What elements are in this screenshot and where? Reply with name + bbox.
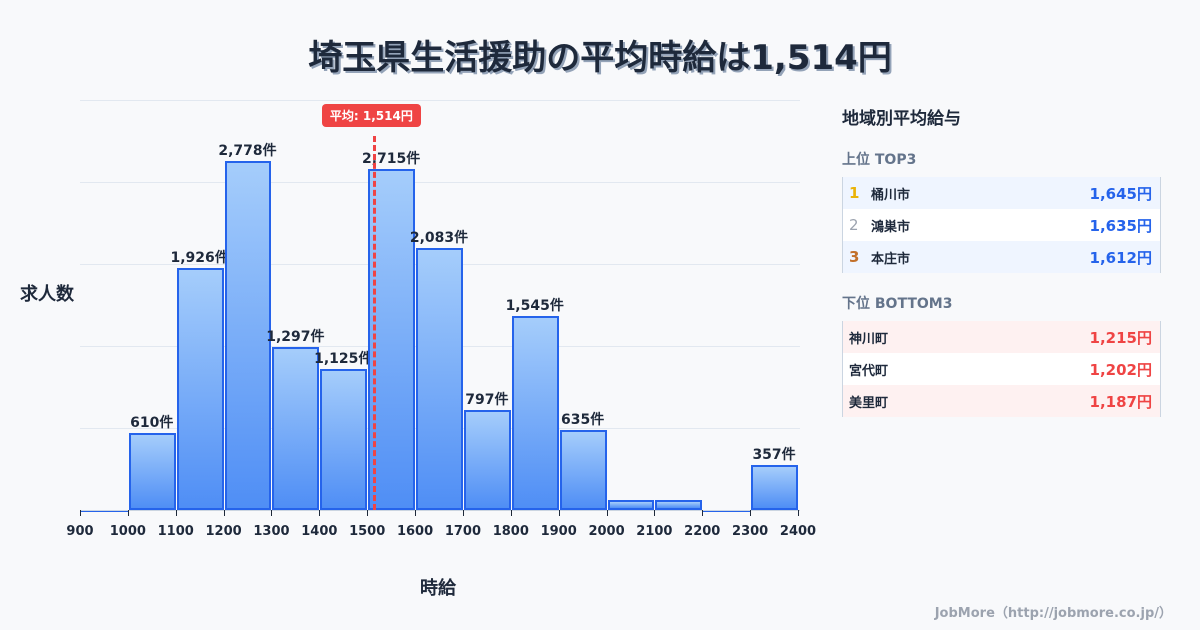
- region-value: 1,187円: [1089, 392, 1152, 411]
- x-tick-label: 900: [66, 524, 94, 539]
- x-tick-label: 1100: [157, 524, 194, 539]
- y-axis-label: 求人数: [20, 284, 74, 305]
- histogram-bar: [128, 433, 176, 510]
- x-tick-label: 1900: [540, 524, 577, 539]
- region-name: 宮代町: [849, 363, 889, 379]
- x-tick-label: 1000: [109, 524, 146, 539]
- source-credit: JobMore（http://jobmore.co.jp/）: [934, 606, 1172, 621]
- x-tick-label: 1400: [301, 524, 338, 539]
- x-tick-label: 1200: [205, 524, 242, 539]
- histogram-bar: [81, 509, 128, 513]
- bottom3-table: 神川町 1,215円 宮代町 1,202円 美里町 1,187円: [842, 321, 1161, 417]
- x-tick: [462, 510, 464, 516]
- bar-value-label: 2,778件: [218, 142, 277, 159]
- histogram-bar: [511, 315, 559, 510]
- top-row-3: 3 本庄市 1,612円: [843, 241, 1160, 273]
- bar-value-label: 1,297件: [266, 328, 325, 345]
- bar-value-label: 357件: [752, 447, 796, 464]
- histogram-bar: [655, 499, 703, 510]
- histogram-bar: [607, 499, 655, 510]
- bottom-row-3: 美里町 1,187円: [843, 385, 1160, 417]
- region-name: 鴻巣市: [871, 219, 911, 235]
- histogram-chart: 求人数 時給 610件 1,926件 2,778件 1,297件 1,125件 2,715…: [20, 100, 817, 599]
- histogram-bar: [559, 430, 607, 510]
- bar-value-label: 1,545件: [505, 297, 564, 314]
- histogram-bar: [751, 465, 798, 510]
- bottom-row-1: 神川町 1,215円: [843, 321, 1160, 353]
- region-value: 1,635円: [1089, 216, 1152, 235]
- x-tick: [319, 510, 321, 516]
- x-tick: [750, 510, 752, 516]
- x-tick-label: 2000: [588, 524, 625, 539]
- x-tick: [702, 510, 704, 516]
- histogram-bar: [320, 368, 368, 510]
- histogram-bar: [176, 267, 224, 510]
- top-row-2: 2 鴻巣市 1,635円: [843, 209, 1160, 241]
- x-tick: [654, 510, 656, 516]
- mean-badge: 平均: 1,514円: [321, 104, 421, 127]
- x-tick: [367, 510, 369, 516]
- x-tick: [223, 510, 225, 516]
- x-tick: [175, 510, 177, 516]
- bar-value-label: 635件: [560, 412, 605, 429]
- rank-number: 2: [849, 216, 859, 234]
- region-name: 本庄市: [871, 251, 911, 267]
- histogram-bar: [272, 346, 320, 510]
- bottom-row-2: 宮代町 1,202円: [843, 353, 1160, 385]
- x-tick: [606, 510, 608, 516]
- histogram-bar: [368, 168, 416, 510]
- rank-number: 3: [849, 248, 860, 266]
- bar-value-label: 797件: [465, 391, 509, 408]
- rank-number: 1: [849, 184, 860, 202]
- region-name: 桶川市: [871, 187, 911, 203]
- x-tick: [558, 510, 560, 516]
- bar-value-label: 1,926件: [170, 249, 229, 266]
- x-tick: [80, 510, 81, 516]
- mean-line: [372, 136, 376, 510]
- bottom3-label: 下位 BOTTOM3: [842, 296, 953, 312]
- top-row-1: 1 桶川市 1,645円: [843, 177, 1160, 209]
- x-tick-label: 1300: [253, 524, 290, 539]
- region-name: 神川町: [849, 331, 889, 347]
- bar-value-label: 2,083件: [409, 230, 469, 247]
- x-tick-label: 2200: [684, 524, 721, 539]
- histogram-bar: [463, 409, 511, 510]
- x-tick-label: 1700: [444, 524, 482, 539]
- x-tick-label: 2400: [779, 524, 817, 539]
- region-value: 1,215円: [1089, 328, 1152, 347]
- bar-value-label: 1,125件: [314, 350, 373, 367]
- bar-value-label: 2,715件: [361, 150, 421, 167]
- x-axis-label: 時給: [420, 578, 456, 599]
- gridline: [80, 182, 800, 183]
- top3-table: 1 桶川市 1,645円 2 鴻巣市 1,635円 3 本庄市 1,612円: [842, 177, 1161, 273]
- page-title: 埼玉県生活援助の平均時給は1,514円: [308, 38, 892, 78]
- regional-salary-panel: 地域別平均給与 上位 TOP3 1 桶川市 1,645円 2 鴻巣市 1,635…: [842, 100, 1162, 417]
- x-tick-label: 1600: [396, 524, 434, 539]
- histogram-bar: [703, 509, 751, 513]
- x-tick: [798, 510, 799, 516]
- x-tick: [415, 510, 417, 516]
- region-value: 1,202円: [1089, 360, 1152, 379]
- x-tick: [271, 510, 273, 516]
- histogram-bar: [224, 160, 272, 510]
- x-tick-label: 1800: [492, 524, 529, 539]
- gridline: [80, 100, 800, 101]
- bar-value-label: 610件: [130, 415, 174, 432]
- histogram-bar: [416, 248, 463, 510]
- x-tick-label: 2300: [732, 524, 769, 539]
- top3-label: 上位 TOP3: [842, 152, 917, 168]
- x-tick-label: 1500: [349, 524, 386, 539]
- x-axis-line: [80, 510, 800, 511]
- region-name: 美里町: [849, 395, 889, 411]
- x-tick: [510, 510, 512, 516]
- x-tick-label: 2100: [636, 524, 673, 539]
- region-value: 1,612円: [1089, 248, 1152, 267]
- x-tick: [127, 510, 129, 516]
- panel-title: 地域別平均給与: [842, 109, 961, 129]
- region-value: 1,645円: [1089, 184, 1152, 203]
